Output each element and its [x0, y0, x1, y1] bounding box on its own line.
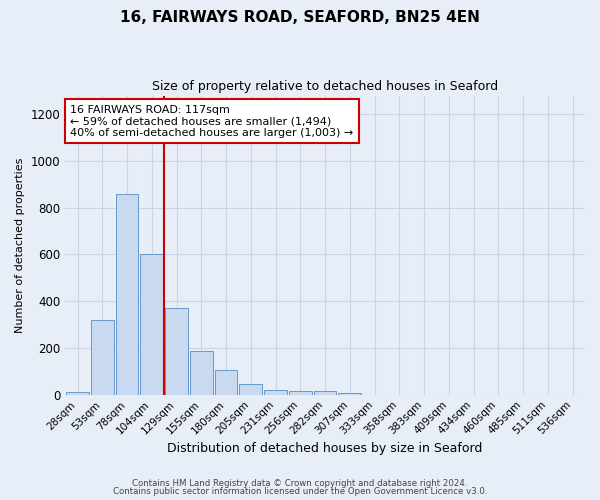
Bar: [264, 390, 287, 394]
Bar: [314, 392, 337, 394]
Text: 16 FAIRWAYS ROAD: 117sqm
← 59% of detached houses are smaller (1,494)
40% of sem: 16 FAIRWAYS ROAD: 117sqm ← 59% of detach…: [70, 104, 353, 138]
Bar: [239, 384, 262, 394]
Bar: [190, 352, 213, 395]
Bar: [289, 390, 312, 394]
Text: Contains public sector information licensed under the Open Government Licence v3: Contains public sector information licen…: [113, 487, 487, 496]
Y-axis label: Number of detached properties: Number of detached properties: [15, 158, 25, 333]
Bar: [116, 194, 139, 394]
Bar: [91, 320, 113, 394]
Bar: [338, 393, 361, 394]
X-axis label: Distribution of detached houses by size in Seaford: Distribution of detached houses by size …: [167, 442, 483, 455]
Bar: [66, 392, 89, 394]
Title: Size of property relative to detached houses in Seaford: Size of property relative to detached ho…: [152, 80, 498, 93]
Bar: [215, 370, 238, 394]
Bar: [140, 254, 163, 394]
Text: Contains HM Land Registry data © Crown copyright and database right 2024.: Contains HM Land Registry data © Crown c…: [132, 478, 468, 488]
Text: 16, FAIRWAYS ROAD, SEAFORD, BN25 4EN: 16, FAIRWAYS ROAD, SEAFORD, BN25 4EN: [120, 10, 480, 25]
Bar: [165, 308, 188, 394]
